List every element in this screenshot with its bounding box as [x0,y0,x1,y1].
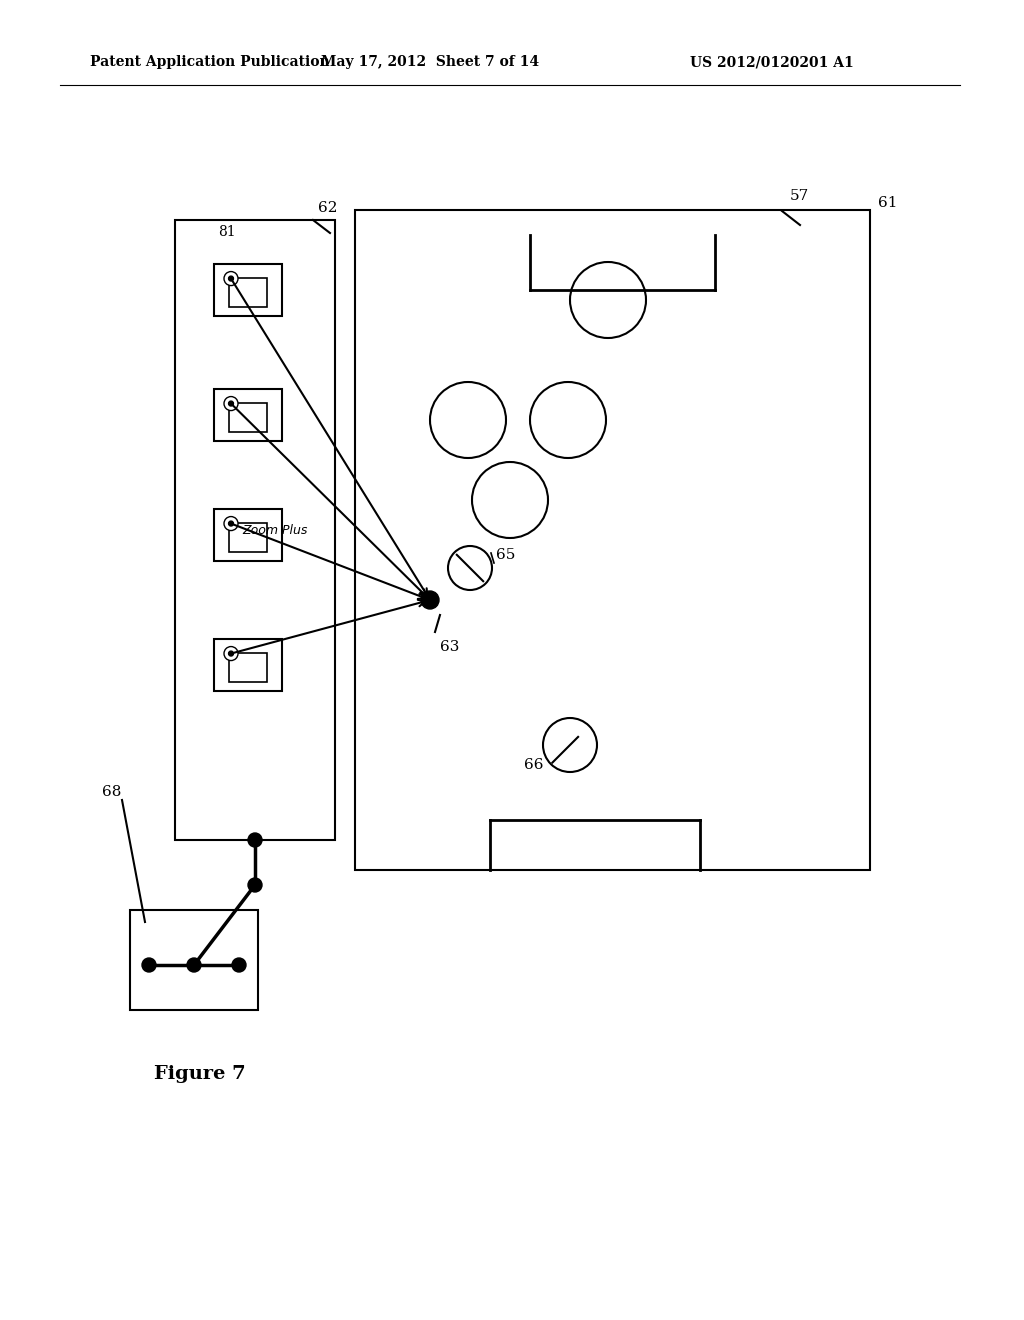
Bar [229,404,266,432]
Circle shape [224,272,238,285]
Circle shape [248,878,262,892]
Circle shape [421,591,439,609]
Circle shape [187,958,201,972]
Bar [130,909,258,1010]
Bar [229,653,266,682]
Text: 57: 57 [790,189,809,203]
Text: 66: 66 [524,758,544,772]
Circle shape [228,401,233,407]
Circle shape [224,516,238,531]
Circle shape [248,833,262,847]
Circle shape [224,647,238,660]
Bar [229,523,266,552]
Circle shape [228,521,233,525]
Circle shape [228,276,233,281]
Bar [214,639,282,690]
Circle shape [543,718,597,772]
Bar [355,210,870,870]
Bar [175,220,335,840]
Text: 63: 63 [440,640,460,653]
Circle shape [430,381,506,458]
Circle shape [232,958,246,972]
Text: US 2012/0120201 A1: US 2012/0120201 A1 [690,55,854,69]
Bar [214,389,282,441]
Bar [229,279,266,308]
Text: Patent Application Publication: Patent Application Publication [90,55,330,69]
Circle shape [228,651,233,656]
Text: Figure 7: Figure 7 [155,1065,246,1082]
Text: 81: 81 [218,224,236,239]
Text: 61: 61 [878,195,897,210]
Text: Zoom Plus: Zoom Plus [242,524,307,536]
Bar [214,510,282,561]
Circle shape [224,396,238,411]
Text: 62: 62 [318,201,338,215]
Circle shape [142,958,156,972]
Text: May 17, 2012  Sheet 7 of 14: May 17, 2012 Sheet 7 of 14 [321,55,539,69]
Circle shape [449,546,492,590]
Circle shape [472,462,548,539]
Bar [214,264,282,315]
Text: 65: 65 [496,548,515,562]
Circle shape [530,381,606,458]
Text: 68: 68 [102,785,122,799]
Circle shape [570,261,646,338]
